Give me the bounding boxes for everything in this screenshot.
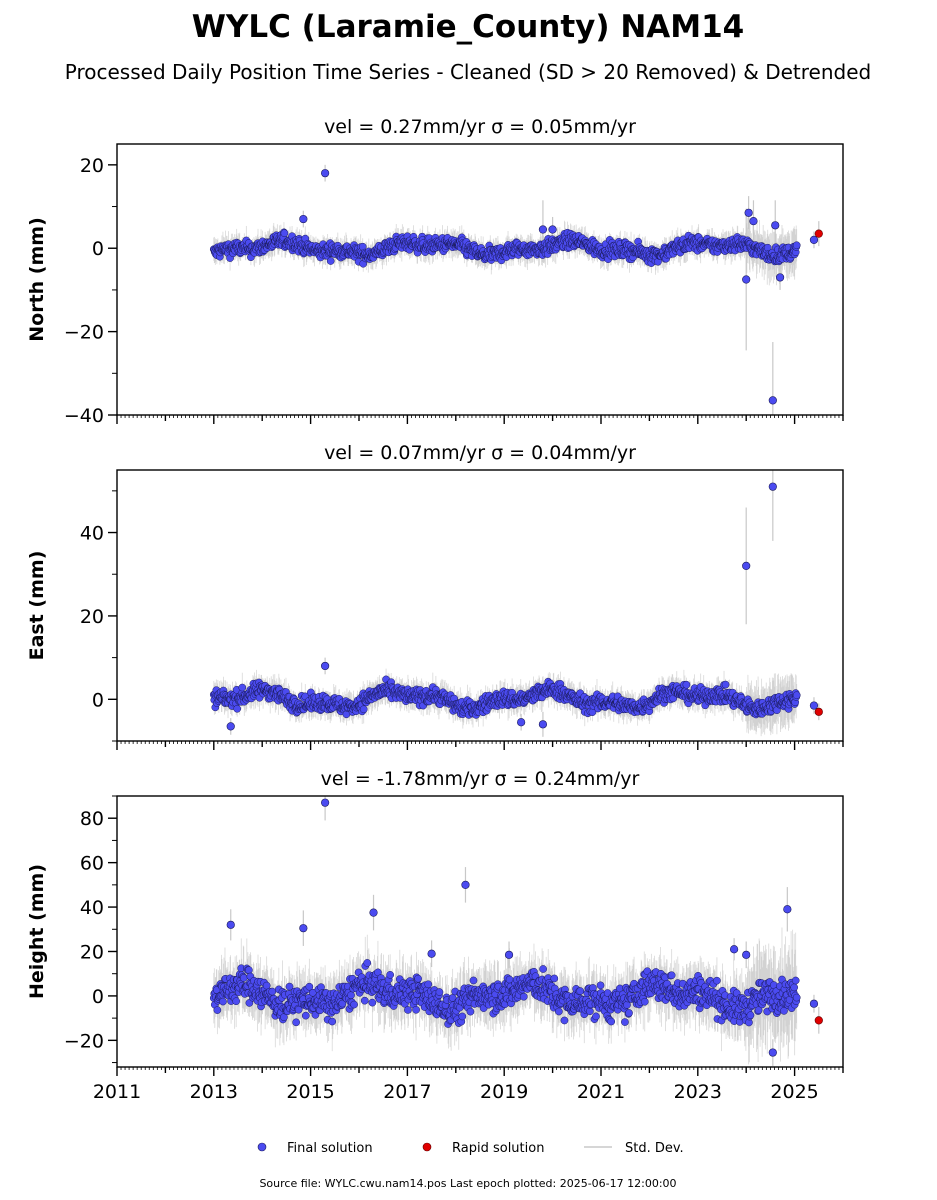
final-point [233, 704, 242, 713]
figure-subtitle: Processed Daily Position Time Series - C… [65, 60, 871, 84]
final-point-outlier [226, 722, 235, 731]
final-point-outlier [744, 208, 753, 217]
plot-area [209, 164, 823, 415]
figure-title: WYLC (Laramie_County) NAM14 [192, 9, 745, 45]
axes-frame [116, 143, 844, 416]
final-solution-points [209, 169, 819, 405]
final-point [792, 241, 801, 250]
final-solution-points [209, 482, 819, 731]
final-point [721, 680, 730, 689]
final-point-outlier [771, 221, 780, 230]
y-tick-label: −20 [64, 322, 104, 344]
final-point-outlier [299, 214, 308, 224]
final-point [792, 691, 801, 700]
final-point-outlier [768, 396, 777, 405]
final-point [682, 680, 691, 689]
rapid-point [814, 229, 823, 238]
y-tick-label: −40 [64, 405, 104, 427]
y-tick-label: 0 [92, 238, 104, 260]
final-point-outlier [809, 235, 819, 244]
final-point-outlier [538, 225, 548, 234]
final-point-outlier [321, 661, 330, 671]
panel-1: 20 0 −20 −40 North (mm) vel = 0.27mm/yr σ = 0… [26, 116, 844, 427]
final-point-outlier [548, 225, 557, 234]
y-axis-label: North (mm) [26, 217, 48, 342]
final-point [238, 683, 247, 692]
final-point [280, 229, 289, 238]
y-tick-label: 20 [80, 155, 104, 177]
final-point-outlier [775, 273, 785, 282]
panels: 20 0 −20 −40 North (mm) vel = 0.27mm/yr σ = 0… [26, 116, 844, 1103]
final-point-outlier [742, 561, 751, 570]
final-point-outlier [538, 720, 548, 729]
final-point-outlier [321, 169, 330, 178]
y-axis: 20 0 −20 −40 [64, 155, 117, 427]
final-point-outlier [742, 275, 751, 284]
rapid-point [814, 707, 823, 716]
final-point-outlier [768, 482, 777, 491]
final-point-outlier [517, 718, 526, 727]
final-point [326, 257, 335, 265]
final-point [359, 705, 368, 714]
final-point-outlier [749, 217, 758, 226]
final-point-outlier [809, 701, 819, 710]
x-axis [116, 741, 844, 750]
panel-title: vel = 0.27mm/yr σ = 0.05mm/yr [324, 116, 636, 138]
x-axis [116, 415, 844, 424]
plot-area [209, 470, 823, 737]
